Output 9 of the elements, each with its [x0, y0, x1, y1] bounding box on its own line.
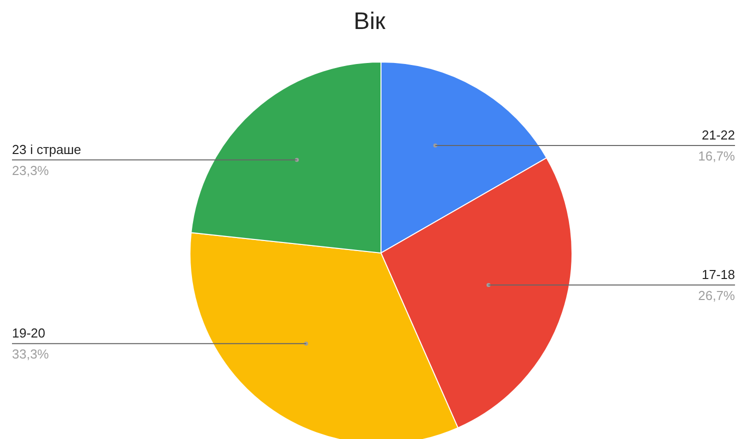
- data-label: 16,7%: [698, 148, 736, 164]
- slice-label: 19-20: [12, 326, 46, 341]
- slice-label: 21-22: [702, 128, 735, 143]
- data-label: 23,3%: [12, 162, 50, 178]
- slice-label: 17-18: [702, 266, 735, 282]
- slice-label: 23 і страше: [12, 142, 82, 157]
- data-label: 26,7%: [698, 288, 736, 303]
- data-label: 33,3%: [12, 346, 50, 362]
- chart-title: Вік: [352, 8, 386, 36]
